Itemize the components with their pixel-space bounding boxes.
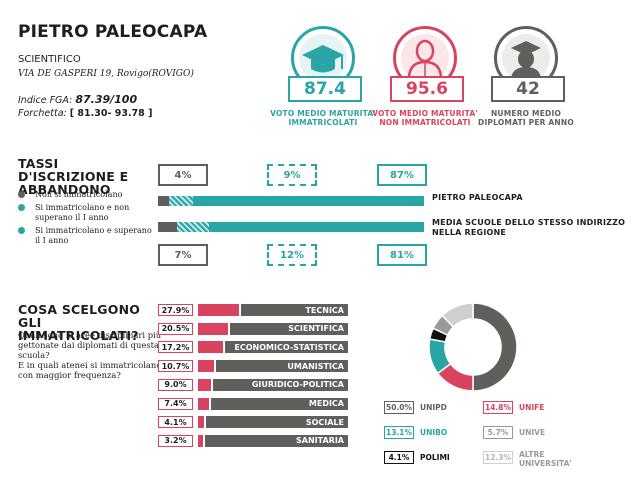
forchetta-label: Forchetta: xyxy=(18,108,67,119)
kpi-diplomati-value: 42 xyxy=(491,76,565,102)
donut-slice-altreuniversita xyxy=(441,302,474,329)
bar-school-label: PIETRO PALEOCAPA xyxy=(432,193,523,202)
kpi-immatricolati-circle xyxy=(291,26,355,90)
uni-name-altreuniversita: ALTRE UNIVERSITA' xyxy=(519,450,572,468)
donut-slice-unipd xyxy=(472,302,518,392)
uni-pct-polimi: 4.1% xyxy=(384,451,414,464)
area-name: SOCIALE xyxy=(206,416,348,429)
school-name: PIETRO PALEOCAPA xyxy=(18,22,208,42)
bar-school-seg-hatched xyxy=(168,196,193,206)
bar-region xyxy=(158,222,424,232)
uni-pct-unibo: 13.1% xyxy=(384,426,414,439)
bar-region-label: MEDIA SCUOLE DELLO STESSO INDIRIZZO NELL… xyxy=(432,218,626,237)
area-row-giuridico-politica: 9.0% GIURIDICO-POLITICA xyxy=(158,378,348,391)
forchetta-value: [ 81.30- 93.78 ] xyxy=(69,108,153,119)
kpi-immatricolati-value: 87.4 xyxy=(288,76,362,102)
uni-name-unipd: UNIPD xyxy=(420,403,447,412)
pct-region-non-immatricolano: 7% xyxy=(158,244,208,266)
area-row-economico-statistica: 17.2% ECONOMICO-STATISTICA xyxy=(158,341,348,354)
uni-pct-altreuniversita: 12.3% xyxy=(483,451,513,464)
kpi-immatricolati-label: VOTO MEDIO MATURITA' IMMATRICOLATI xyxy=(270,109,376,127)
uni-name-unibo: UNIBO xyxy=(420,428,448,437)
kpi-non-immatricolati-label: VOTO MEDIO MATURITA' NON IMMATRICOLATI xyxy=(372,109,478,127)
uni-pct-unive: 5.7% xyxy=(483,426,513,439)
bar-school xyxy=(158,196,424,206)
area-pct: 3.2% xyxy=(158,434,193,447)
area-pct: 27.9% xyxy=(158,304,193,316)
pct-region-non-superano: 12% xyxy=(267,244,317,266)
area-row-sociale: 4.1% SOCIALE xyxy=(158,416,348,429)
area-pct: 9.0% xyxy=(158,378,193,391)
area-row-umanistica: 10.7% UMANISTICA xyxy=(158,360,348,373)
uni-name-unife: UNIFE xyxy=(519,403,545,412)
kpi-non-immatricolati-value: 95.6 xyxy=(390,76,464,102)
bar-school-seg-teal xyxy=(192,196,424,206)
area-bar xyxy=(198,397,209,410)
area-row-scientifica: 20.5% SCIENTIFICA xyxy=(158,322,348,335)
scelte-title: COSA SCELGONO GLI IMMATRICOLATI? xyxy=(18,302,141,343)
scelte-question-atenei: E in quali atenei si immatricolano con m… xyxy=(18,360,162,380)
iscrizione-title: TASSI D'ISCRIZIONE E ABBANDONO xyxy=(18,156,129,197)
area-bar xyxy=(198,378,211,391)
area-name: TECNICA xyxy=(241,304,348,316)
forchetta: Forchetta: [ 81.30- 93.78 ] xyxy=(18,108,152,119)
area-pct: 20.5% xyxy=(158,322,193,335)
bar-region-seg-teal xyxy=(208,222,424,232)
fga-index: Indice FGA: 87.39/100 xyxy=(18,93,137,106)
area-pct: 4.1% xyxy=(158,416,193,429)
area-pct: 17.2% xyxy=(158,341,193,354)
graduation-cap-icon xyxy=(299,34,347,82)
legend-dot-gray xyxy=(18,191,25,198)
school-type: SCIENTIFICO xyxy=(18,54,81,65)
area-row-medica: 7.4% MEDICA xyxy=(158,397,348,410)
uni-name-polimi: POLIMI xyxy=(420,453,450,462)
school-address: VIA DE GASPERI 19, Rovigo(ROVIGO) xyxy=(18,69,194,79)
legend-dot-teal xyxy=(18,204,25,211)
area-bar xyxy=(198,341,223,354)
area-bar xyxy=(198,360,214,373)
area-name: GIURIDICO-POLITICA xyxy=(213,378,348,391)
area-name: SANITARIA xyxy=(205,434,348,447)
legend-dot-teal-2 xyxy=(18,227,25,234)
area-row-sanitaria: 3.2% SANITARIA xyxy=(158,434,348,447)
area-bar xyxy=(198,322,228,335)
area-bar xyxy=(198,416,204,429)
area-name: UMANISTICA xyxy=(216,360,348,373)
pct-school-superano: 87% xyxy=(377,164,427,186)
area-bar xyxy=(198,434,203,447)
uni-pct-unipd: 50.0% xyxy=(384,401,414,414)
fga-label: Indice FGA: xyxy=(18,95,73,106)
kpi-diplomati-label: NUMERO MEDIO DIPLOMATI PER ANNO xyxy=(478,109,574,127)
scelte-question-areas: Quali sono le aree disciplinari più gett… xyxy=(18,330,162,360)
bar-region-seg-hatched xyxy=(176,222,209,232)
bar-region-seg-gray xyxy=(158,222,177,232)
kpi-non-immatricolati-circle xyxy=(393,26,457,90)
pct-school-non-superano: 9% xyxy=(267,164,317,186)
area-pct: 7.4% xyxy=(158,397,193,410)
person-icon xyxy=(401,34,449,82)
pct-school-non-immatricolano: 4% xyxy=(158,164,208,186)
uni-name-unive: UNIVE xyxy=(519,428,546,437)
area-name: SCIENTIFICA xyxy=(230,322,348,335)
area-name: ECONOMICO-STATISTICA xyxy=(225,341,348,354)
area-pct: 10.7% xyxy=(158,360,193,373)
bar-school-seg-gray xyxy=(158,196,169,206)
area-name: MEDICA xyxy=(211,397,348,410)
area-row-tecnica: 27.9% TECNICA xyxy=(158,304,348,316)
area-bar xyxy=(198,304,239,316)
fga-value: 87.39/100 xyxy=(75,93,138,106)
universities-donut xyxy=(428,302,518,392)
pct-region-superano: 81% xyxy=(377,244,427,266)
uni-pct-unife: 14.8% xyxy=(483,401,513,414)
